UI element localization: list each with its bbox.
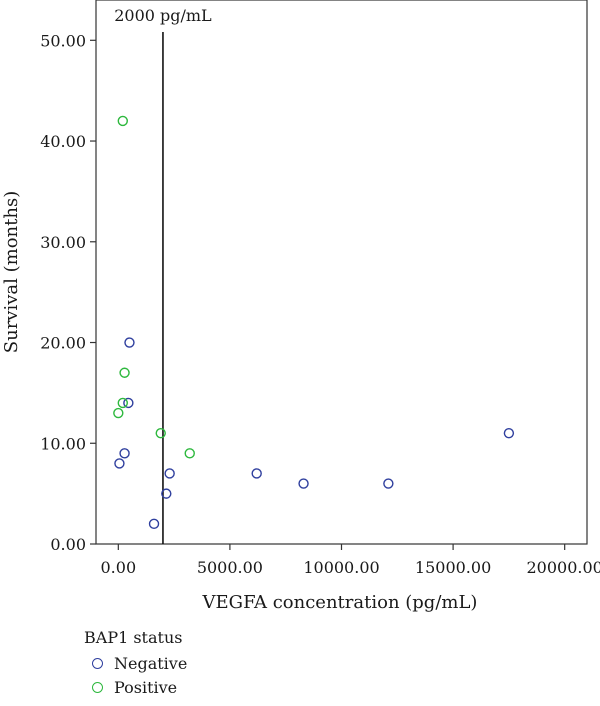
y-tick-label: 20.00 [40, 334, 86, 353]
y-tick-label: 10.00 [40, 434, 86, 453]
x-tick-label: 20000.00 [527, 558, 600, 577]
point-negative [148, 518, 160, 530]
point-negative [503, 427, 515, 439]
point-negative [114, 458, 125, 469]
legend: BAP1 status Negative Positive [84, 628, 187, 699]
x-tick-label: 10000.00 [303, 558, 379, 577]
x-tick-label: 15000.00 [415, 558, 491, 577]
scatter-chart: 0.00 10.00 20.00 30.00 40.00 50.00 0.00 5000.0… [1, 0, 600, 613]
point-negative [251, 468, 262, 479]
y-tick-label: 40.00 [40, 132, 86, 151]
point-positive [117, 115, 128, 127]
point-negative [124, 337, 135, 348]
legend-marker-positive [92, 681, 103, 693]
point-negative [119, 448, 130, 459]
y-tick-label: 0.00 [50, 535, 86, 554]
point-negative [383, 478, 394, 489]
x-axis-label: VEGFA concentration (pg/mL) [202, 592, 478, 613]
legend-label-negative: Negative [114, 653, 188, 673]
plot-area [95, 0, 588, 545]
point-negative [164, 468, 175, 479]
legend-marker-negative [92, 657, 103, 669]
point-positive [155, 427, 166, 439]
y-tick-label: 30.00 [40, 233, 86, 252]
legend-title: BAP1 status [84, 628, 183, 647]
y-tick-label: 50.00 [40, 31, 86, 50]
point-positive [119, 367, 130, 378]
point-negative [123, 397, 134, 409]
x-tick-label: 0.00 [101, 558, 137, 577]
y-axis-label: Survival (months) [1, 191, 22, 353]
point-positive [113, 407, 124, 419]
legend-item-negative: Negative [84, 651, 187, 675]
point-positive [117, 397, 128, 409]
point-negative [298, 478, 309, 489]
point-positive [184, 448, 195, 459]
legend-label-positive: Positive [114, 677, 178, 697]
reference-line-label: 2000 pg/mL [114, 6, 212, 25]
point-negative [161, 488, 172, 499]
x-tick-label: 5000.00 [197, 558, 263, 577]
legend-item-positive: Positive [84, 675, 187, 699]
